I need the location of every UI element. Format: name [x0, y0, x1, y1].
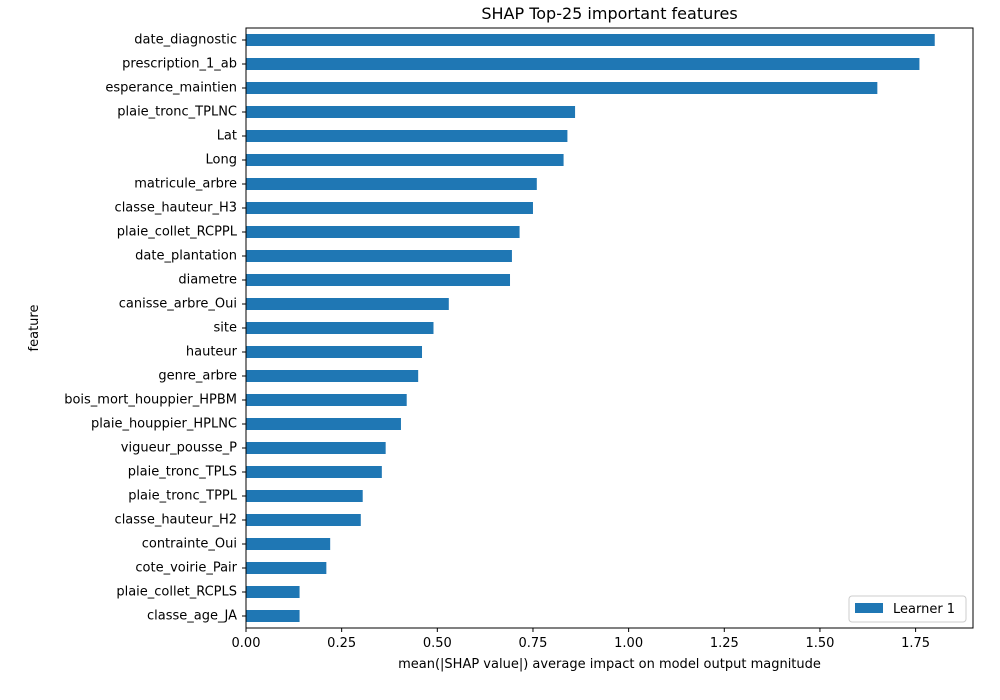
x-tick-label: 1.75	[901, 636, 930, 651]
y-tick-label: genre_arbre	[158, 369, 237, 384]
x-tick-label: 1.25	[710, 636, 739, 651]
y-tick-label: hauteur	[186, 345, 238, 360]
legend-label: Learner 1	[893, 602, 955, 617]
bar-plaie_houppier_HPLNC	[246, 418, 401, 430]
bar-plaie_collet_RCPLS	[246, 586, 300, 598]
bar-prescription_1_ab	[246, 58, 920, 70]
y-tick-label: plaie_tronc_TPPL	[128, 489, 238, 504]
bar-bois_mort_houppier_HPBM	[246, 394, 407, 406]
x-tick-labels: 0.00 0.25 0.50 0.75 1.00 1.25 1.50 1.75	[232, 628, 930, 651]
bar-diametre	[246, 274, 511, 286]
bar-site	[246, 322, 434, 334]
bar-esperance_maintien	[246, 82, 878, 94]
y-tick-label: plaie_houppier_HPLNC	[91, 417, 237, 432]
y-tick-label: bois_mort_houppier_HPBM	[64, 393, 237, 408]
x-tick-label: 1.50	[805, 636, 834, 651]
x-axis-title: mean(|SHAP value|) average impact on mod…	[398, 657, 821, 672]
x-tick-label: 0.25	[327, 636, 356, 651]
y-tick-label: Long	[206, 153, 237, 168]
x-tick-label: 0.75	[518, 636, 547, 651]
y-tick-label: classe_hauteur_H3	[115, 201, 237, 216]
bar-vigueur_pousse_P	[246, 442, 386, 454]
bar-canisse_arbre_Oui	[246, 298, 449, 310]
bars-group	[246, 34, 935, 622]
bar-plaie_tronc_TPLNC	[246, 106, 576, 118]
x-tick-label: 0.00	[232, 636, 261, 651]
y-tick-label: esperance_maintien	[105, 81, 237, 96]
bar-Lat	[246, 130, 568, 142]
y-tick-label: prescription_1_ab	[122, 57, 237, 72]
bar-date_plantation	[246, 250, 512, 262]
bar-plaie_tronc_TPPL	[246, 490, 363, 502]
x-tick-label: 0.50	[423, 636, 452, 651]
bar-matricule_arbre	[246, 178, 537, 190]
y-tick-label: plaie_collet_RCPPL	[117, 225, 238, 240]
y-tick-label: diametre	[178, 273, 237, 288]
y-tick-label: date_plantation	[135, 249, 237, 264]
bar-cote_voirie_Pair	[246, 562, 327, 574]
bar-genre_arbre	[246, 370, 419, 382]
bar-Long	[246, 154, 564, 166]
y-tick-label: Lat	[217, 129, 237, 144]
y-tick-label: plaie_tronc_TPLNC	[117, 105, 237, 120]
y-axis-title: feature	[27, 305, 42, 352]
legend: Learner 1	[848, 595, 967, 623]
legend-box	[848, 595, 967, 623]
bar-plaie_tronc_TPLS	[246, 466, 382, 478]
bar-contrainte_Oui	[246, 538, 331, 550]
x-tick-label: 1.00	[614, 636, 643, 651]
chart-title: SHAP Top-25 important features	[481, 4, 737, 23]
plot-frame	[245, 27, 974, 629]
bar-plaie_collet_RCPPL	[246, 226, 520, 238]
y-tick-label: vigueur_pousse_P	[121, 441, 237, 456]
y-tick-label: cote_voirie_Pair	[135, 561, 237, 576]
y-tick-label: date_diagnostic	[134, 33, 237, 48]
bar-classe_age_JA	[246, 610, 300, 622]
bar-date_diagnostic	[246, 34, 935, 46]
bar-classe_hauteur_H2	[246, 514, 361, 526]
y-tick-label: classe_hauteur_H2	[115, 513, 237, 528]
y-tick-label: plaie_collet_RCPLS	[116, 585, 237, 600]
y-tick-label: matricule_arbre	[134, 177, 237, 192]
bar-classe_hauteur_H3	[246, 202, 533, 214]
y-tick-label: plaie_tronc_TPLS	[128, 465, 237, 480]
y-tick-label: classe_age_JA	[147, 609, 237, 624]
y-tick-label: site	[214, 321, 237, 336]
y-tick-label: contrainte_Oui	[142, 537, 237, 552]
y-tick-label: canisse_arbre_Oui	[119, 297, 237, 312]
legend-swatch	[855, 603, 883, 613]
bar-hauteur	[246, 346, 423, 358]
y-tick-labels: date_diagnostic prescription_1_ab esperanc…	[64, 33, 246, 624]
